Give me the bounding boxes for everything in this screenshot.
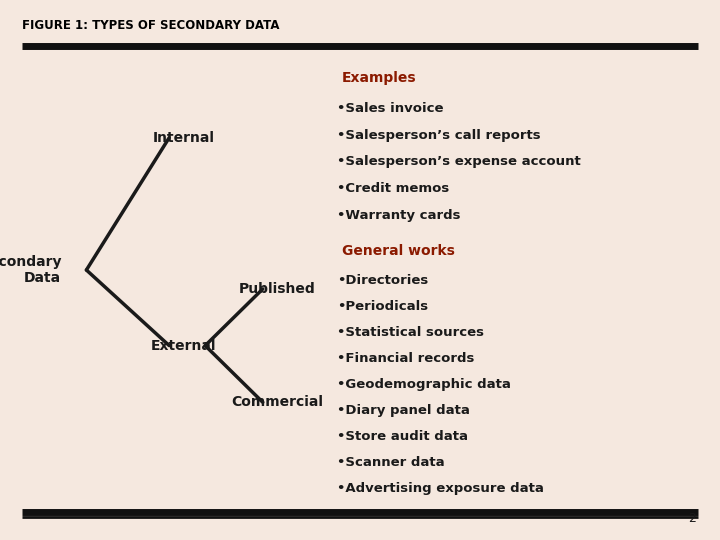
Text: •Periodicals: •Periodicals: [337, 300, 428, 313]
Text: Internal: Internal: [153, 131, 215, 145]
Text: •Advertising exposure data: •Advertising exposure data: [337, 482, 544, 495]
Text: 2: 2: [688, 512, 696, 525]
Text: Published: Published: [239, 282, 315, 296]
Text: •Store audit data: •Store audit data: [337, 430, 468, 443]
Text: •Warranty cards: •Warranty cards: [337, 210, 461, 222]
Text: •Diary panel data: •Diary panel data: [337, 404, 470, 417]
Text: •Geodemographic data: •Geodemographic data: [337, 378, 510, 391]
Text: •Salesperson’s expense account: •Salesperson’s expense account: [337, 156, 581, 168]
Text: •Salesperson’s call reports: •Salesperson’s call reports: [337, 129, 541, 141]
Text: Examples: Examples: [342, 71, 417, 85]
Text: •Sales invoice: •Sales invoice: [337, 102, 444, 114]
Text: External: External: [151, 339, 216, 353]
Text: General works: General works: [342, 244, 455, 258]
Text: Commercial: Commercial: [231, 395, 323, 409]
Text: Secondary
Data: Secondary Data: [0, 255, 61, 285]
Text: •Credit memos: •Credit memos: [337, 183, 449, 195]
Text: •Directories: •Directories: [337, 274, 428, 287]
Text: •Scanner data: •Scanner data: [337, 456, 444, 469]
Text: •Statistical sources: •Statistical sources: [337, 326, 484, 339]
Text: FIGURE 1: TYPES OF SECONDARY DATA: FIGURE 1: TYPES OF SECONDARY DATA: [22, 19, 279, 32]
Text: •Financial records: •Financial records: [337, 352, 474, 365]
